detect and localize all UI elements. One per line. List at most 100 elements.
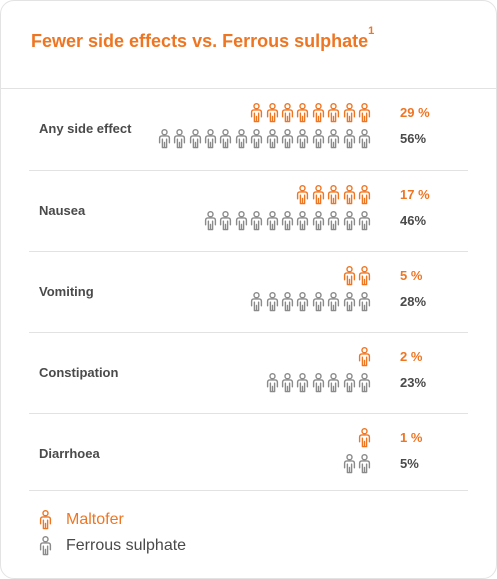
person-icon [39,510,52,530]
person-icon [297,185,309,205]
person-icon [174,129,186,149]
maltofer-value: 2 % [400,349,423,364]
title-text: Fewer side effects vs. Ferrous sulphate [31,31,369,51]
person-icon [358,373,371,393]
person-icon [266,103,278,123]
legend-label: Maltofer [66,511,124,528]
maltofer-icons [248,103,371,123]
ferrous-value: 28% [400,294,427,309]
person-icon [358,129,371,149]
maltofer-icons [356,347,371,367]
category-label: Diarrhoea [39,446,100,461]
person-icon [312,185,324,205]
person-icon [312,129,324,149]
person-icon [266,129,278,149]
ferrous-value: 5% [400,456,419,471]
person-icon [328,211,340,231]
person-icon [358,292,371,312]
ferrous-value: 23% [400,375,427,390]
person-icon [235,211,247,231]
person-icon [343,292,355,312]
row-constipation: Constipation 2 % 23% [29,332,468,413]
person-icon [235,129,247,149]
person-icon [297,211,309,231]
ferrous-icons [202,211,371,231]
person-icon [328,292,340,312]
maltofer-icons [340,266,371,286]
person-icon [189,129,201,149]
person-icon [358,428,371,448]
ferrous-icons [340,454,371,474]
person-icon [328,103,340,123]
row-diarrhoea: Diarrhoea 1 % 5% [29,413,468,494]
person-icon [343,103,355,123]
person-icon [204,211,217,231]
category-label: Vomiting [39,284,94,299]
card-title: Fewer side effects vs. Ferrous sulphate1 [31,25,374,52]
person-icon [251,211,263,231]
legend-item-maltofer: Maltofer [39,510,124,530]
title-footnote: 1 [368,25,375,37]
maltofer-icons [356,428,371,448]
legend-divider [29,490,468,491]
category-label: Any side effect [39,121,132,136]
person-icon [328,185,340,205]
category-label: Constipation [39,365,119,380]
person-icon [251,129,263,149]
person-icon [266,211,278,231]
person-icon [281,292,294,312]
person-icon [343,373,355,393]
person-icon [220,129,232,149]
person-icon [343,185,355,205]
person-icon [358,266,371,286]
person-icon [358,103,371,123]
maltofer-value: 29 % [400,105,430,120]
person-icon [297,129,309,149]
person-icon [328,373,340,393]
person-icon [204,129,217,149]
maltofer-value: 5 % [400,268,423,283]
row-vomiting: Vomiting 5 % 28% [29,251,468,332]
ferrous-value: 56% [400,131,427,146]
person-icon [281,129,294,149]
person-icon [281,211,294,231]
ferrous-icons [156,129,371,149]
maltofer-value: 1 % [400,430,423,445]
person-icon [297,373,309,393]
legend-label: Ferrous sulphate [66,537,187,554]
person-icon [251,103,263,123]
person-icon [312,211,324,231]
person-icon [343,129,355,149]
ferrous-icons [248,292,371,312]
person-icon [358,211,371,231]
maltofer-icons [294,185,371,205]
person-icon [343,211,355,231]
person-icon [297,292,309,312]
person-icon [328,129,340,149]
legend-item-ferrous-sulphate: Ferrous sulphate [39,536,186,556]
header-divider [1,88,496,89]
person-icon [39,536,52,556]
row-nausea: Nausea 17 % 46% [29,170,468,251]
person-icon [251,292,263,312]
person-icon [297,103,309,123]
person-icon [312,292,324,312]
person-icon [312,103,324,123]
row-any-side-effect: Any side effect 29 % 56% [29,89,468,169]
person-icon [281,373,294,393]
person-icon [358,454,371,474]
ferrous-icons [263,373,371,393]
maltofer-value: 17 % [400,187,430,202]
person-icon [281,103,294,123]
person-icon [358,347,371,367]
person-icon [220,211,232,231]
person-icon [343,266,355,286]
person-icon [266,292,278,312]
person-icon [158,129,171,149]
person-icon [343,454,355,474]
person-icon [266,373,278,393]
person-icon [312,373,324,393]
category-label: Nausea [39,203,86,218]
ferrous-value: 46% [400,213,427,228]
